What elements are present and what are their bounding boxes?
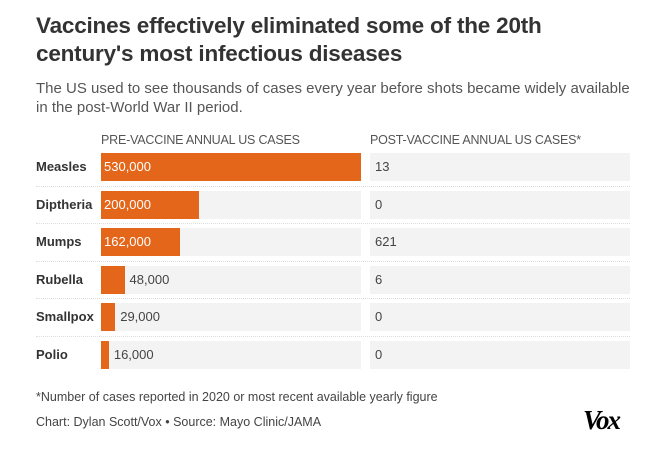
category-label: Rubella — [36, 271, 83, 287]
post-vaccine-value: 6 — [375, 271, 383, 287]
pre-vaccine-track: 162,000 — [101, 228, 361, 257]
post-vaccine-track: 6 — [370, 265, 630, 294]
chart-row: Smallpox 29,000 0 — [0, 303, 663, 332]
pre-vaccine-value: 29,000 — [120, 309, 160, 325]
pre-vaccine-value: 162,000 — [104, 234, 151, 250]
post-vaccine-track: 13 — [370, 153, 630, 181]
post-vaccine-track: 0 — [370, 190, 630, 219]
chart-row: Measles 530,000 13 — [0, 153, 663, 181]
category-label: Mumps — [36, 234, 82, 250]
chart-row: Rubella 48,000 6 — [0, 265, 663, 294]
post-vaccine-track: 621 — [370, 228, 630, 257]
row-separator — [36, 298, 630, 300]
row-separator — [36, 223, 630, 225]
pre-vaccine-value: 48,000 — [129, 271, 170, 287]
row-separator — [36, 260, 630, 262]
credit: Chart: Dylan Scott/Vox • Source: Mayo Cl… — [36, 415, 322, 429]
post-vaccine-value: 13 — [375, 159, 390, 174]
pre-vaccine-bar — [101, 153, 361, 181]
pre-vaccine-bar — [101, 303, 116, 332]
chart-row: Mumps 162,000 621 — [0, 228, 663, 257]
row-separator — [36, 335, 630, 337]
row-separator — [36, 185, 630, 187]
pre-vaccine-bar — [101, 341, 109, 369]
pre-vaccine-track: 29,000 — [101, 303, 361, 332]
pre-vaccine-track: 16,000 — [101, 341, 361, 369]
category-label: Smallpox — [36, 309, 94, 325]
pre-vaccine-bar — [101, 228, 181, 257]
pre-vaccine-header: PRE-VACCINE ANNUAL US CASES — [101, 133, 300, 147]
post-vaccine-value: 0 — [375, 309, 383, 325]
post-vaccine-track: 0 — [370, 303, 630, 332]
pre-vaccine-track: 530,000 — [101, 153, 361, 181]
post-vaccine-value: 0 — [375, 196, 383, 212]
chart-row: Polio 16,000 0 — [0, 341, 663, 369]
pre-vaccine-bar — [101, 190, 200, 219]
chart-title: Vaccines effectively eliminated some of … — [36, 13, 542, 66]
pre-vaccine-value: 200,000 — [104, 196, 151, 212]
pre-vaccine-track: 48,000 — [101, 265, 361, 294]
pre-vaccine-track: 200,000 — [101, 190, 361, 219]
category-label: Measles — [36, 159, 87, 174]
category-label: Polio — [36, 347, 68, 362]
post-vaccine-header: POST-VACCINE ANNUAL US CASES* — [370, 133, 581, 147]
pre-vaccine-value: 530,000 — [104, 159, 151, 174]
chart-subtitle: The US used to see thousands of cases ev… — [36, 80, 630, 116]
post-vaccine-value: 0 — [375, 347, 383, 362]
post-vaccine-value: 621 — [375, 234, 397, 250]
footnote: *Number of cases reported in 2020 or mos… — [36, 390, 438, 404]
category-label: Diptheria — [36, 196, 93, 212]
pre-vaccine-value: 16,000 — [113, 347, 154, 362]
chart-row: Diptheria 200,000 0 — [0, 190, 663, 219]
post-vaccine-track: 0 — [370, 341, 630, 369]
vox-logo: Vox — [583, 405, 621, 435]
pre-vaccine-bar — [101, 265, 125, 294]
